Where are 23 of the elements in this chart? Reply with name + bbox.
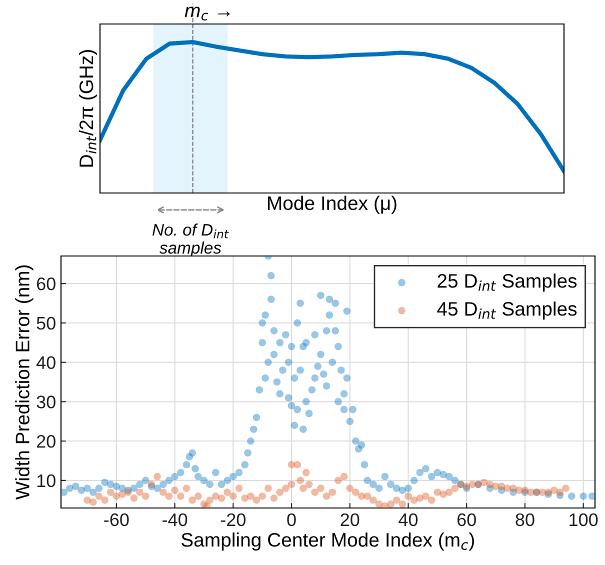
x-axis-title: Mode Index (μ) bbox=[268, 196, 396, 214]
x-tick-label: 0 bbox=[287, 513, 296, 526]
y-axis-title: Width Prediction Error (nm) bbox=[15, 265, 34, 500]
x-tick-label: -20 bbox=[220, 513, 246, 526]
x-axis-title: Sampling Center Mode Index (m$_{c}$) bbox=[181, 532, 474, 551]
y-tick-label: 50 bbox=[36, 316, 56, 330]
x-tick-label: 80 bbox=[516, 513, 534, 526]
x-tick-label: 100 bbox=[570, 513, 598, 526]
legend-label: 45 D$_{int}$ Samples bbox=[437, 302, 577, 320]
x-tick-label: -60 bbox=[104, 513, 129, 526]
y-tick-label: 30 bbox=[36, 396, 56, 408]
text: m$_{c}$ → bbox=[184, 6, 230, 21]
x-tick-label: -40 bbox=[162, 513, 188, 526]
y-tick-label: 20 bbox=[36, 434, 56, 448]
x-tick-label: 40 bbox=[398, 513, 418, 526]
y-axis-title: D$_{int}$/2π (GHz) bbox=[78, 50, 98, 167]
y-tick-label: 40 bbox=[36, 356, 56, 370]
legend-label: 25 D$_{int}$ Samples bbox=[438, 274, 577, 292]
x-tick-label: 60 bbox=[457, 513, 476, 526]
y-tick-label: 60 bbox=[36, 277, 56, 290]
annotation: No. of D$_{int}$ samples bbox=[152, 223, 229, 258]
y-tick-label: 10 bbox=[37, 474, 56, 488]
x-tick-label: 20 bbox=[340, 513, 360, 526]
